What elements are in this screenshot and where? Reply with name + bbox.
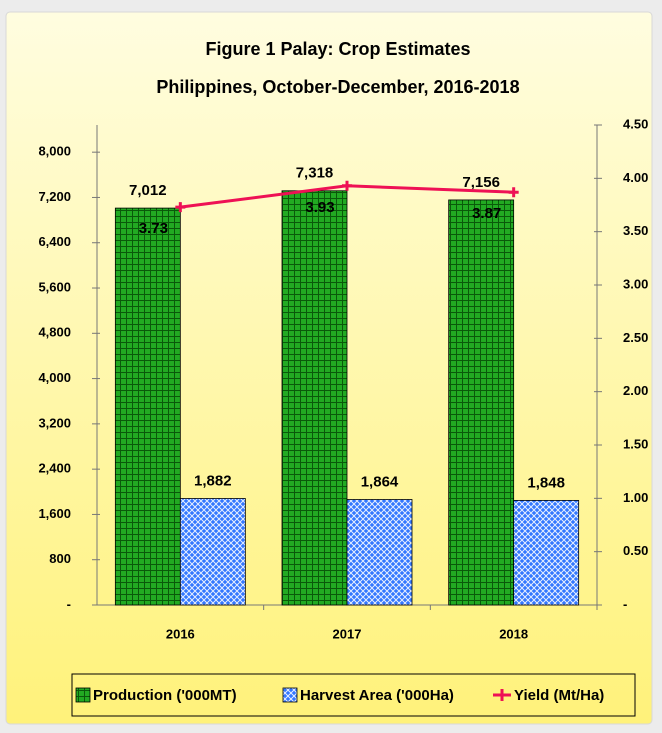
y-tick-label: 6,400 — [38, 234, 71, 249]
y-tick-label: 2,400 — [38, 461, 71, 476]
y-tick-label: 5,600 — [38, 279, 71, 294]
legend-label: Production ('000MT) — [93, 687, 237, 704]
y-tick-label: 8,000 — [38, 144, 71, 159]
bar — [114, 207, 181, 606]
y2-tick-label: 0.50 — [623, 543, 648, 558]
legend-swatch — [282, 687, 298, 703]
y2-tick-label: 4.00 — [623, 170, 648, 185]
y2-tick-label: 4.50 — [623, 116, 648, 131]
legend-label: Yield (Mt/Ha) — [514, 687, 604, 704]
y-tick-label: 3,200 — [38, 415, 71, 430]
data-label: 3.87 — [472, 205, 501, 222]
y2-tick-label: 3.00 — [623, 276, 648, 291]
x-tick-label: 2017 — [333, 626, 362, 641]
bar — [281, 190, 348, 606]
data-label: 1,848 — [527, 474, 565, 491]
y-tick-label: 4,000 — [38, 370, 71, 385]
y-tick-label: 7,200 — [38, 189, 71, 204]
data-label: 3.73 — [139, 220, 168, 237]
data-label: 1,864 — [361, 473, 399, 490]
chart-subtitle: Philippines, October-December, 2016-2018 — [156, 77, 519, 97]
chart-title: Figure 1 Palay: Crop Estimates — [205, 39, 470, 59]
yield-marker — [175, 202, 186, 213]
bar — [513, 499, 580, 606]
y2-tick-label: 2.50 — [623, 330, 648, 345]
x-tick-label: 2016 — [166, 626, 195, 641]
bar — [346, 499, 413, 606]
legend-swatch — [75, 687, 91, 703]
data-label: 1,882 — [194, 472, 232, 489]
y2-tick-label: 3.50 — [623, 223, 648, 238]
legend-label: Harvest Area ('000Ha) — [300, 687, 454, 704]
x-tick-label: 2018 — [499, 626, 528, 641]
y2-tick-label: 1.00 — [623, 490, 648, 505]
y-tick-label: 1,600 — [38, 506, 71, 521]
yield-marker — [342, 180, 352, 191]
bar — [448, 199, 515, 606]
y-tick-label: - — [67, 596, 71, 611]
y-tick-label: 4,800 — [38, 325, 71, 340]
data-label: 7,012 — [129, 182, 167, 199]
legend-box — [71, 673, 636, 717]
y-tick-label: 800 — [49, 551, 71, 566]
y2-tick-label: - — [623, 596, 627, 611]
y2-tick-label: 2.00 — [623, 383, 648, 398]
data-label: 3.93 — [305, 199, 334, 216]
data-label: 7,318 — [296, 165, 334, 182]
bar — [179, 498, 246, 606]
y2-tick-label: 1.50 — [623, 436, 648, 451]
yield-marker — [508, 187, 519, 198]
data-label: 7,156 — [462, 174, 500, 191]
